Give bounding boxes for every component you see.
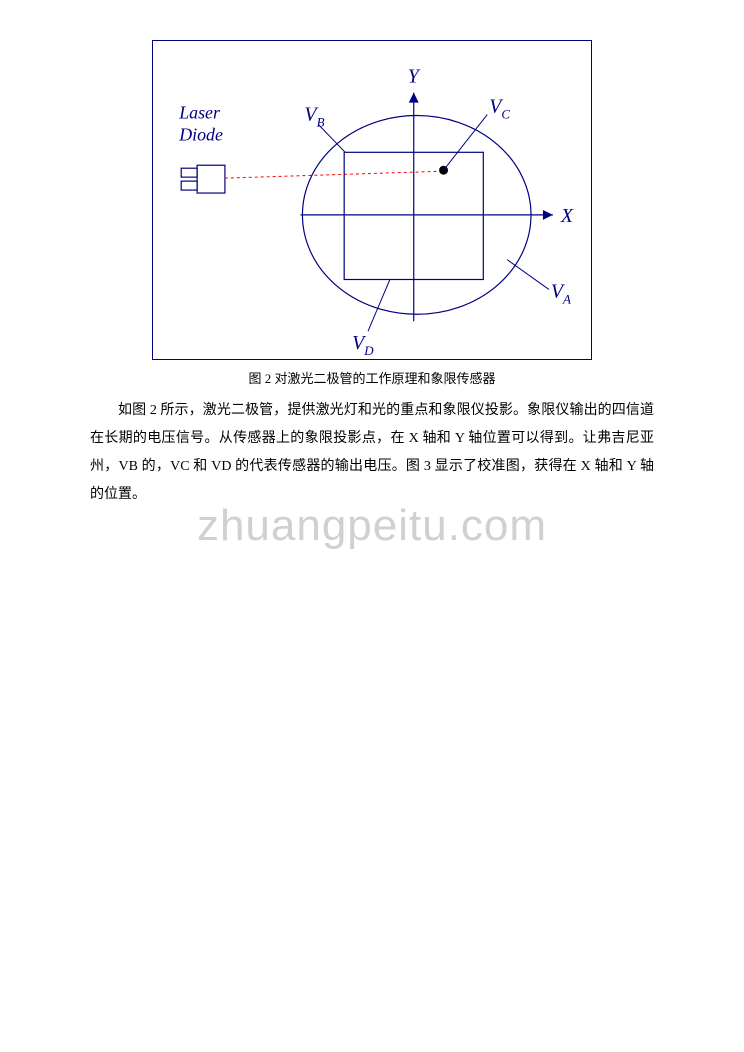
laser-beam-line (225, 171, 444, 178)
x-axis-arrow (543, 210, 553, 220)
y-axis-arrow (409, 93, 419, 103)
leader-va (507, 260, 549, 290)
y-axis-label: Y (408, 66, 421, 88)
diagram-wrapper: Laser Diode X (90, 40, 654, 360)
diagram-box: Laser Diode X (152, 40, 592, 360)
body-paragraph: 如图 2 所示，激光二极管，提供激光灯和光的重点和象限仪投影。象限仪输出的四信道… (90, 397, 654, 509)
label-va: VA (551, 280, 571, 306)
label-vd: VD (352, 332, 374, 358)
paragraph-text: 如图 2 所示，激光二极管，提供激光灯和光的重点和象限仪投影。象限仪输出的四信道… (90, 397, 654, 509)
label-vb: VB (304, 104, 324, 130)
laser-label-2: Diode (178, 124, 223, 144)
leader-vd (368, 280, 390, 332)
laser-device-icon (181, 165, 225, 193)
figure-caption: 图 2 对激光二极管的工作原理和象限传感器 (90, 368, 654, 387)
diagram-svg: Laser Diode X (153, 41, 591, 359)
x-axis-label: X (560, 205, 574, 227)
laser-label-1: Laser (178, 103, 221, 123)
label-vc: VC (489, 96, 510, 122)
leader-vc (444, 115, 488, 171)
